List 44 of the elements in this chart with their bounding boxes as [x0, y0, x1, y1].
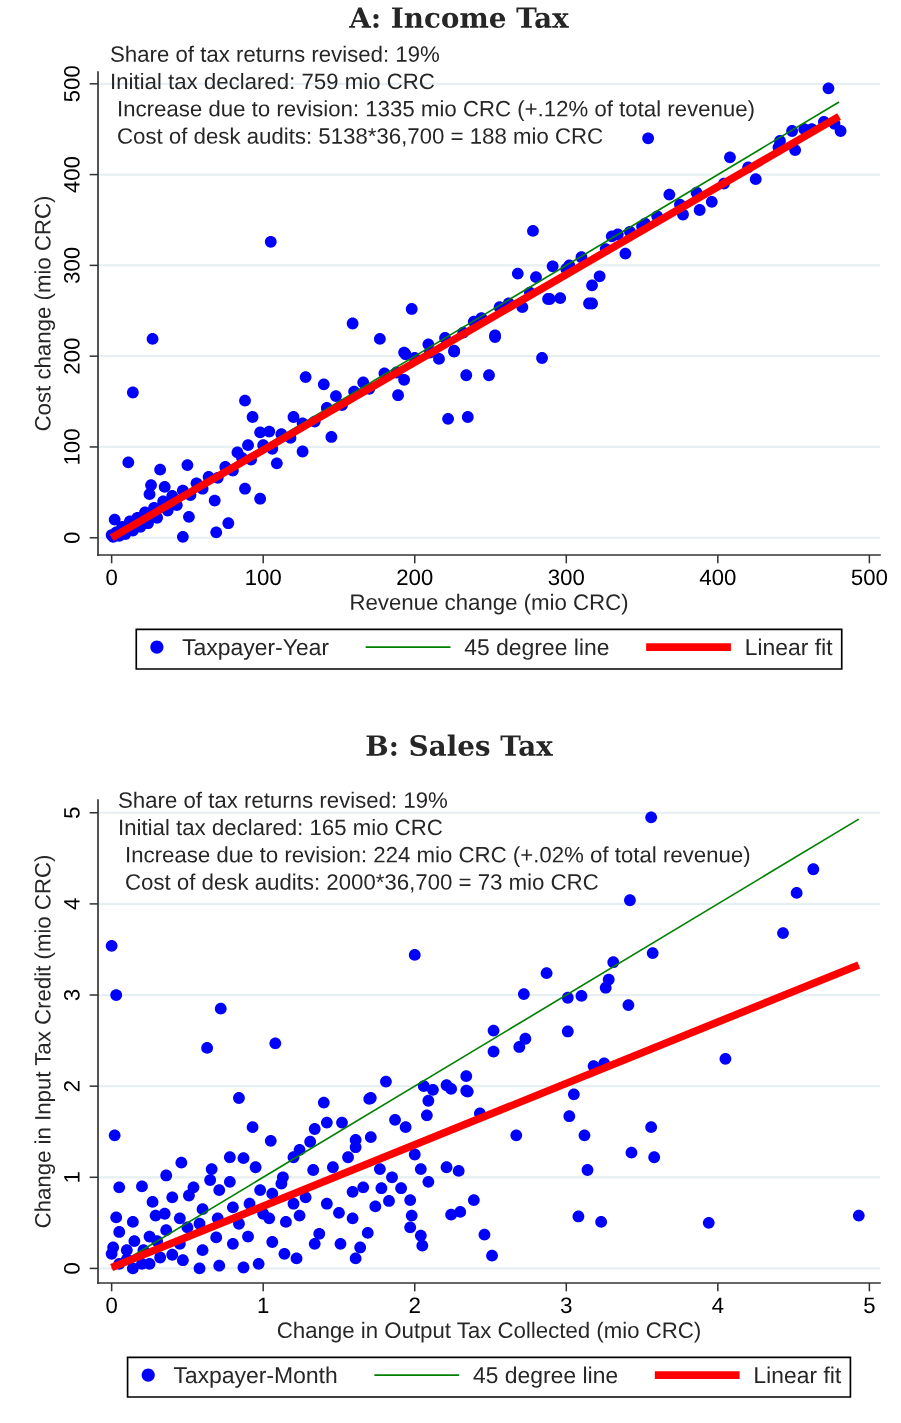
y-tick-label: 4: [64, 898, 80, 910]
x-tick-label: 300: [548, 569, 584, 586]
legend-label: Taxpayer-Year: [182, 639, 329, 660]
x-axis-title: Change in Output Tax Collected (mio CRC): [277, 1321, 700, 1343]
x-tick-label: 1: [258, 1297, 269, 1313]
annotation: Increase due to revision: 224 mio CRC (+.02% of total revenue): [127, 846, 750, 867]
legend-label: 45 degree line: [464, 638, 609, 660]
y-tick-label: 300: [63, 247, 80, 284]
annotation: Cost of desk audits: 2000*36,700 = 73 mio CRC: [126, 873, 598, 893]
legend-label: 45 degree line: [473, 1366, 618, 1388]
x-tick-label: 5: [864, 1297, 875, 1314]
y-tick-label: 100: [63, 429, 80, 464]
x-tick-label: 500: [851, 569, 888, 586]
annotation: Initial tax declared: 165 mio CRC: [120, 818, 442, 836]
y-tick-label: 0: [63, 1263, 80, 1274]
y-tick-label: 500: [63, 66, 80, 102]
annotation: Share of tax returns revised: 19%: [119, 791, 448, 808]
y-axis-title: Cost change (mio CRC): [34, 196, 56, 431]
y-tick-label: 400: [63, 156, 80, 193]
legend-label: Taxpayer-Month: [173, 1366, 337, 1388]
text: Share of tax returns revised: 19%: [111, 45, 440, 62]
x-tick-label: 0: [106, 1297, 117, 1314]
y-tick-label: 0: [63, 532, 80, 544]
annotation: Increase due to revision: 1335 mio CRC (+.12% of total revenue): [119, 100, 754, 121]
y-tick-label: 3: [63, 989, 80, 1001]
x-tick-label: 200: [397, 569, 433, 586]
annotation: Cost of desk audits: 5138*36,700 = 188 mio CRC: [118, 127, 603, 147]
x-tick-label: 400: [699, 569, 736, 586]
x-tick-label: 0: [106, 569, 117, 586]
x-tick-label: 4: [712, 1297, 724, 1313]
y-tick-label: 200: [63, 338, 80, 374]
legend-label: Linear fit: [746, 638, 833, 656]
x-tick-label: 2: [409, 1297, 420, 1313]
chart-title: B: Sales Tax: [366, 734, 553, 757]
x-tick-label: 3: [560, 1297, 572, 1314]
legend-label: Linear fit: [755, 1366, 842, 1384]
y-axis-title: Change in Input Tax Credit (mio CRC): [34, 855, 56, 1228]
y-tick-label: 5: [64, 807, 80, 819]
chart-title: A: Income Tax: [349, 7, 569, 29]
annotation: Initial tax declared: 759 mio CRC: [112, 72, 434, 90]
x-axis-title: Revenue change (mio CRC): [351, 593, 628, 615]
x-tick-label: 100: [246, 569, 281, 586]
y-tick-label: 1: [64, 1172, 80, 1182]
y-tick-label: 2: [63, 1081, 80, 1092]
